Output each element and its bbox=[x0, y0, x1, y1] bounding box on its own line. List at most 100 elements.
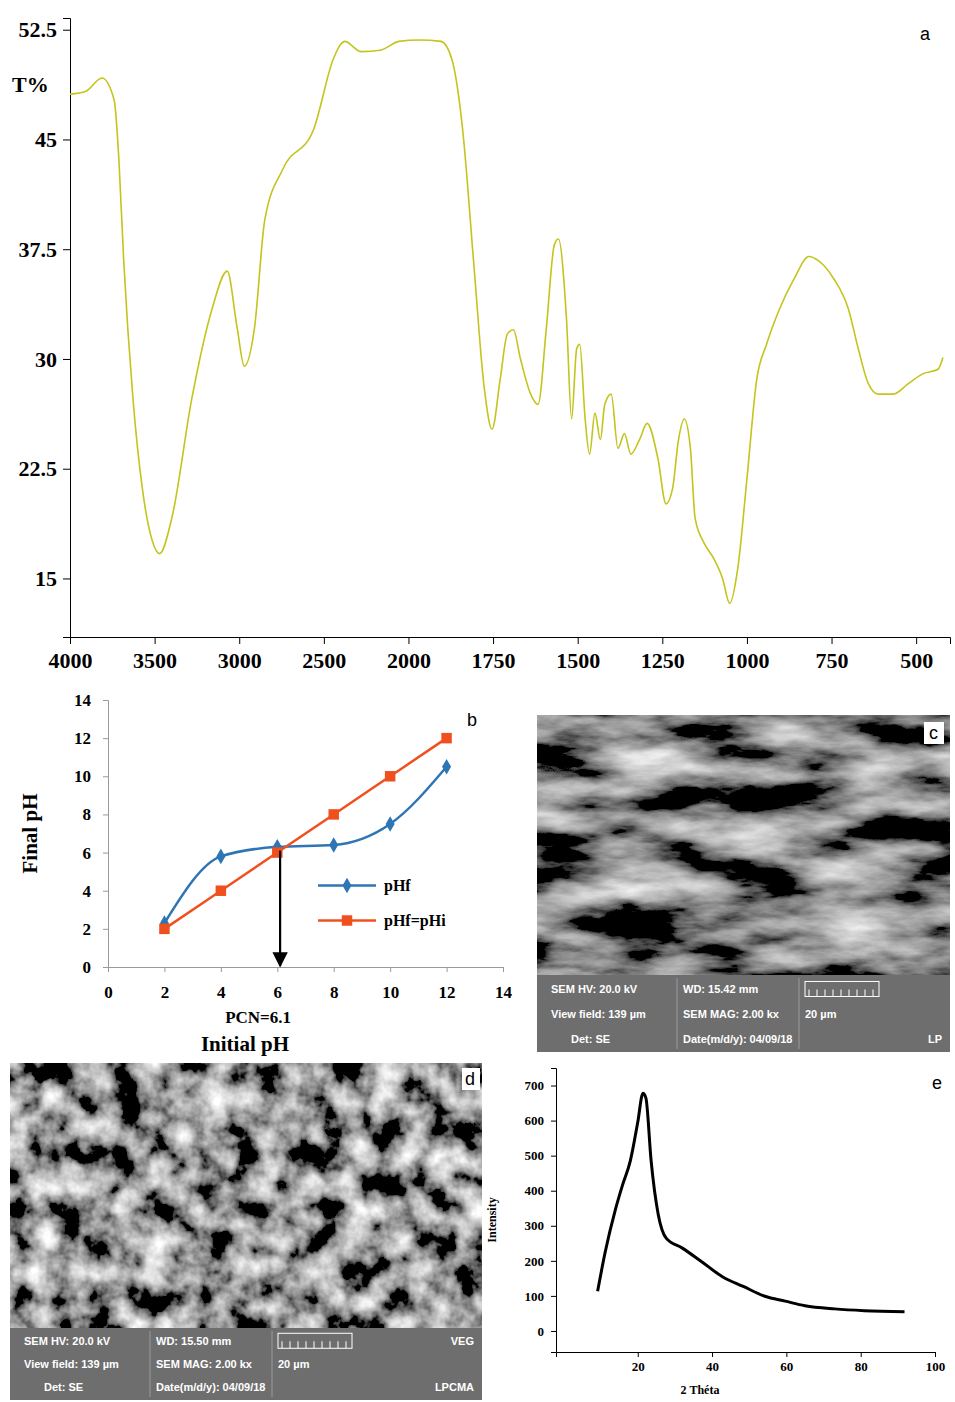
tick: 1750 bbox=[472, 637, 516, 673]
tick-label: 600 bbox=[525, 1113, 545, 1128]
point bbox=[216, 849, 225, 865]
tick-label: 0 bbox=[538, 1324, 545, 1339]
tick: 4 bbox=[83, 882, 109, 901]
tick: 12 bbox=[439, 967, 456, 1002]
axis-title: Intensity bbox=[485, 1197, 499, 1242]
tick-label: 4 bbox=[83, 882, 92, 901]
tick-label: 0 bbox=[83, 958, 92, 977]
tick-label: 400 bbox=[525, 1183, 545, 1198]
tick-label: 2 bbox=[161, 983, 170, 1002]
point bbox=[442, 759, 451, 775]
tick-mark bbox=[103, 814, 108, 815]
tick-label: 6 bbox=[83, 844, 92, 863]
scale-bar-tick bbox=[306, 1341, 307, 1348]
axis-line bbox=[71, 638, 951, 645]
tick: 400 bbox=[525, 1183, 557, 1198]
scale-bar-frame bbox=[805, 981, 879, 996]
annotation-arrow bbox=[279, 851, 281, 966]
tick-label: 10 bbox=[74, 767, 91, 786]
annotation-label: PCN=6.1 bbox=[225, 1008, 291, 1027]
tick-label: 2 bbox=[83, 920, 92, 939]
panel-b: 0246810121402468101214PCN=6.1pHfpHf=pHiI… bbox=[18, 691, 513, 1056]
tick: 1250 bbox=[641, 637, 685, 673]
letter-patch bbox=[462, 1068, 480, 1090]
point bbox=[385, 771, 395, 781]
point bbox=[329, 837, 338, 853]
legend-label: pHf bbox=[384, 877, 411, 895]
info-text: WD: 15.42 mm bbox=[683, 983, 758, 995]
scale-bar-tick bbox=[290, 1341, 291, 1348]
tick-mark bbox=[493, 637, 494, 644]
tick-mark bbox=[277, 967, 278, 972]
tick: 700 bbox=[525, 1078, 557, 1093]
tick-mark bbox=[63, 139, 70, 140]
scale-bar-frame bbox=[278, 1333, 352, 1348]
scale-bar-tick bbox=[817, 989, 818, 996]
tick: 40 bbox=[706, 1352, 719, 1374]
tick-label: 6 bbox=[274, 983, 283, 1002]
tick-mark bbox=[551, 1296, 556, 1297]
tick: 14 bbox=[74, 691, 108, 710]
tick-mark bbox=[63, 359, 70, 360]
tick-label: 60 bbox=[780, 1359, 793, 1374]
scale-bar-tick bbox=[857, 989, 858, 996]
tick-label: 200 bbox=[525, 1253, 545, 1268]
tick: 2500 bbox=[302, 637, 346, 673]
tick: 750 bbox=[816, 637, 849, 673]
tick-mark bbox=[103, 891, 108, 892]
tick: 3500 bbox=[133, 637, 177, 673]
axis-line bbox=[557, 1353, 936, 1358]
tick-label: 3500 bbox=[133, 648, 177, 673]
tick-mark bbox=[447, 967, 448, 972]
info-text: 20 µm bbox=[805, 1008, 837, 1020]
scale-bar-tick bbox=[825, 989, 826, 996]
tick-mark bbox=[786, 1352, 787, 1357]
info-text: WD: 15.50 mm bbox=[156, 1335, 231, 1347]
tick-label: 12 bbox=[74, 729, 91, 748]
plot-area bbox=[598, 1093, 905, 1311]
legend: pHfpHf=pHi bbox=[318, 877, 446, 930]
scale-bar-tick bbox=[298, 1341, 299, 1348]
tick: 3000 bbox=[218, 637, 262, 673]
tick: 4000 bbox=[49, 637, 93, 673]
tick-label: 3000 bbox=[218, 648, 262, 673]
sem-image bbox=[10, 1063, 482, 1328]
tick: 6 bbox=[83, 844, 109, 863]
sem-panel: SEM HV: 20.0 kVWD: 15.50 mmView field: 1… bbox=[10, 1063, 482, 1400]
tick-mark bbox=[103, 929, 108, 930]
tick-mark bbox=[551, 1331, 556, 1332]
tick: 2 bbox=[83, 920, 109, 939]
tick: 1000 bbox=[725, 637, 769, 673]
tick-mark bbox=[551, 1086, 556, 1087]
tick-mark bbox=[832, 637, 833, 644]
series-line bbox=[164, 738, 446, 929]
info-text: SEM HV: 20.0 kV bbox=[24, 1335, 111, 1347]
scale-bar-tick bbox=[330, 1341, 331, 1348]
info-text: 20 µm bbox=[278, 1358, 310, 1370]
info-text: Date(m/d/y): 04/09/18 bbox=[156, 1381, 265, 1393]
info-text: Det: SE bbox=[44, 1381, 83, 1393]
scale-bar-tick bbox=[833, 989, 834, 996]
scale-bar-tick bbox=[849, 989, 850, 996]
tick-mark bbox=[916, 637, 917, 644]
axis: 20406080100 bbox=[557, 1352, 946, 1374]
axis-line bbox=[551, 1069, 557, 1353]
tick-label: 10 bbox=[382, 983, 399, 1002]
tick-label: 4 bbox=[217, 983, 226, 1002]
tick-mark bbox=[63, 249, 70, 250]
plot-area bbox=[70, 40, 943, 603]
tick-mark bbox=[63, 30, 70, 31]
panel-letter: c bbox=[929, 723, 938, 743]
tick-label: 8 bbox=[330, 983, 339, 1002]
info-divider bbox=[799, 978, 800, 1049]
tick: 15 bbox=[35, 566, 70, 591]
tick: 500 bbox=[525, 1148, 557, 1163]
point bbox=[216, 885, 226, 895]
tick: 52.5 bbox=[19, 17, 71, 42]
tick-label: 2500 bbox=[302, 648, 346, 673]
tick-label: 2000 bbox=[387, 648, 431, 673]
tick-mark bbox=[551, 1261, 556, 1262]
tick-label: 4000 bbox=[49, 648, 93, 673]
tick-mark bbox=[551, 1191, 556, 1192]
tick-mark bbox=[221, 967, 222, 972]
